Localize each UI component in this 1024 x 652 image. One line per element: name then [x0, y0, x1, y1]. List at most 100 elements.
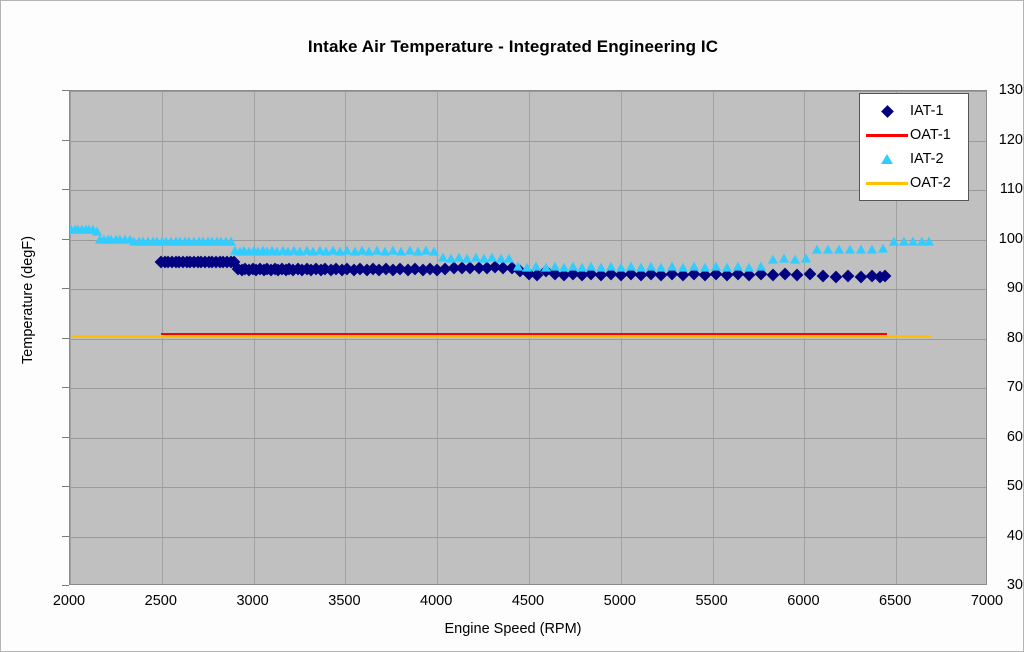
data-point-iat-2 — [225, 237, 236, 247]
data-point-iat-2 — [595, 262, 606, 272]
data-point-iat-2 — [678, 262, 689, 272]
legend-swatch-iat-2-icon — [866, 151, 908, 167]
chart-title: Intake Air Temperature - Integrated Engi… — [307, 37, 719, 56]
data-point-iat-2 — [845, 244, 856, 254]
gridline-horizontal — [70, 239, 986, 241]
data-point-iat-2 — [733, 261, 744, 271]
data-point-iat-2 — [790, 254, 801, 264]
y-axis-tick-mark — [62, 436, 69, 438]
y-axis-tick-mark — [62, 387, 69, 388]
data-point-iat-2 — [898, 236, 909, 246]
data-point-iat-2 — [301, 245, 312, 255]
y-axis-tick-mark — [62, 238, 69, 240]
y-axis-title: Temperature (degF) — [20, 235, 36, 365]
data-point-iat-2 — [531, 261, 542, 271]
y-axis-tick-mark — [62, 139, 69, 141]
data-point-iat-2 — [605, 261, 616, 271]
data-point-iat-2 — [558, 262, 569, 272]
data-point-iat-2 — [867, 244, 878, 254]
data-point-iat-2 — [856, 244, 867, 254]
legend-label: OAT-2 — [910, 175, 951, 191]
data-point-iat-2 — [625, 261, 636, 271]
x-axis-title: Engine Speed (RPM) — [444, 621, 582, 637]
legend-item-oat-2: OAT-2 — [860, 171, 968, 195]
data-point-iat-2 — [568, 261, 579, 271]
gridline-horizontal — [70, 190, 986, 191]
data-point-iat-2 — [711, 261, 722, 271]
legend-label: IAT-1 — [910, 103, 944, 119]
data-point-iat-2 — [512, 261, 523, 271]
data-point-iat-2 — [878, 243, 889, 253]
series-line-oat-1 — [160, 333, 887, 337]
data-point-iat-2 — [462, 253, 473, 263]
y-axis-tick-mark — [62, 90, 69, 91]
x-axis-tick-label: 5000 — [603, 593, 636, 609]
gridline-vertical — [70, 91, 71, 584]
data-point-iat-2 — [283, 246, 294, 256]
y-axis-tick-label: 30 — [1006, 577, 1023, 593]
data-point-iat-2 — [277, 245, 288, 255]
legend-marker-shape — [866, 181, 908, 185]
data-point-iat-2 — [454, 252, 465, 262]
y-axis-tick-mark — [62, 337, 69, 339]
data-point-iat-2 — [577, 262, 588, 272]
data-point-iat-2 — [437, 252, 448, 262]
x-axis-tick-label: 4000 — [420, 593, 453, 609]
data-point-iat-2 — [364, 246, 375, 256]
legend-marker-shape — [866, 133, 908, 137]
data-point-iat-2 — [656, 262, 667, 272]
data-point-iat-2 — [834, 244, 845, 254]
data-point-iat-2 — [314, 245, 325, 255]
y-axis-tick-label: 50 — [1006, 478, 1023, 494]
x-axis-tick-label: 7000 — [970, 593, 1004, 609]
data-point-iat-2 — [421, 245, 432, 255]
y-axis-tick-label: 90 — [1006, 280, 1023, 296]
legend-label: IAT-2 — [910, 151, 944, 167]
data-point-iat-2 — [823, 244, 834, 254]
y-axis-tick-mark — [62, 288, 69, 289]
legend-item-oat-1: OAT-1 — [860, 123, 968, 147]
data-point-iat-2 — [308, 246, 319, 256]
data-point-iat-2 — [540, 262, 551, 272]
y-axis-tick-label: 130 — [998, 82, 1023, 98]
data-point-iat-2 — [349, 246, 360, 256]
data-point-iat-2 — [334, 246, 345, 256]
x-axis-tick-label: 2500 — [144, 593, 177, 609]
x-axis-tick-label: 6000 — [787, 593, 820, 609]
data-point-iat-2 — [327, 245, 338, 255]
data-point-iat-2 — [689, 261, 700, 271]
gridline-horizontal — [70, 388, 986, 389]
x-axis-tick-label: 4500 — [511, 593, 545, 609]
data-point-iat-2 — [646, 261, 657, 271]
y-axis-tick-label: 120 — [998, 131, 1023, 148]
data-point-iat-2 — [549, 261, 560, 271]
data-point-iat-2 — [487, 252, 498, 262]
data-point-iat-2 — [356, 245, 367, 255]
data-point-iat-2 — [503, 253, 514, 263]
gridline-horizontal — [70, 289, 986, 290]
data-point-iat-2 — [321, 246, 332, 256]
gridline-horizontal — [70, 338, 986, 340]
data-point-iat-2 — [889, 237, 900, 247]
data-point-iat-2 — [801, 253, 812, 263]
y-axis-tick-mark — [62, 189, 69, 190]
data-point-iat-2 — [272, 246, 283, 256]
legend-label: OAT-1 — [910, 127, 951, 143]
data-point-iat-2 — [756, 261, 767, 271]
y-axis-tick-label: 100 — [998, 230, 1023, 247]
x-axis-tick-label: 6500 — [879, 593, 912, 609]
data-point-iat-2 — [722, 262, 733, 272]
x-axis-tick-label: 5500 — [695, 593, 728, 609]
data-point-iat-2 — [470, 252, 481, 262]
data-point-iat-2 — [495, 253, 506, 263]
data-point-iat-1 — [842, 269, 855, 283]
data-point-iat-1 — [829, 270, 842, 283]
y-axis-tick-mark — [62, 535, 69, 537]
data-point-iat-2 — [916, 236, 927, 246]
legend-swatch-oat-2-icon — [866, 175, 908, 191]
y-axis-tick-label: 60 — [1006, 428, 1023, 445]
data-point-iat-2 — [479, 253, 490, 263]
y-axis-tick-label: 40 — [1006, 527, 1023, 544]
data-point-iat-1 — [790, 268, 804, 282]
gridline-horizontal — [70, 487, 986, 488]
